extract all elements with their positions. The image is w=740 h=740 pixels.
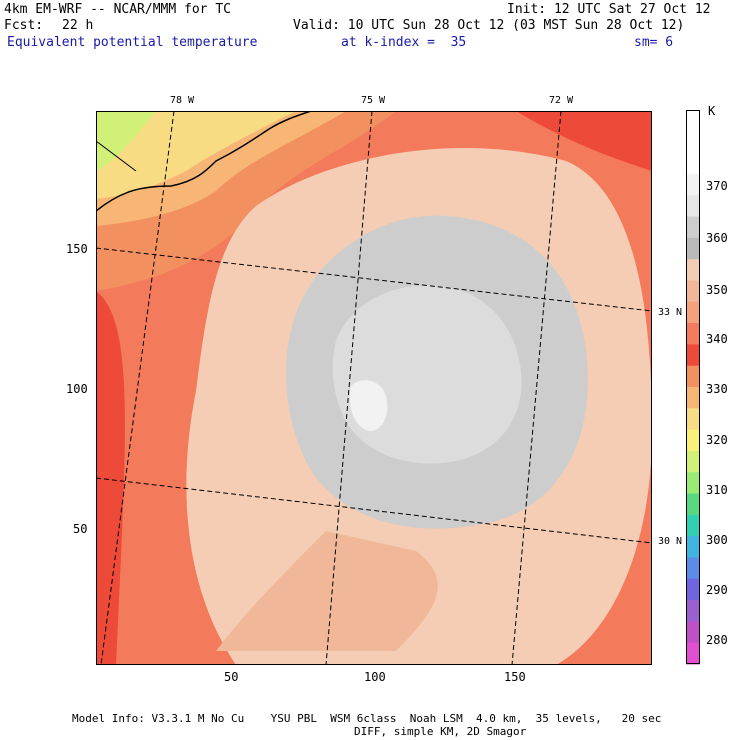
map-frame [96,111,652,665]
colorbar-unit: K [708,104,716,118]
colorbar-segment [686,387,700,409]
colorbar-frame [686,110,700,664]
parallel-30n [96,477,652,544]
colorbar-segment [686,557,700,580]
colorbar-segment [686,408,700,431]
colorbar-label-350: 350 [706,283,728,297]
field-band-365 [332,285,522,464]
field-band-310 [96,111,296,199]
colorbar-label-360: 360 [706,231,728,245]
state-border [96,140,137,172]
colorbar-segment [686,578,700,601]
colorbar-segment [686,152,700,175]
colorbar-segment [686,493,700,516]
colorbar-segment [686,131,700,154]
y-tick-50: 50 [73,522,88,536]
colorbar-segment [686,280,700,303]
field-band-300 [96,111,156,171]
colorbar-segment [686,600,700,622]
lon-label-75w: 75 W [361,95,386,106]
colorbar-segment [686,450,700,473]
coastline [96,111,312,212]
field-band-340-ne [516,111,652,171]
meridian-78w [100,111,175,665]
smoothing-label: sm= 6 [634,35,674,50]
y-tick-100: 100 [66,382,88,396]
lon-label-78w: 78 W [170,95,195,106]
colorbar-segment [686,536,700,558]
model-info-physics: DIFF, simple KM, 2D Smagor [354,725,527,738]
forecast-hour: 22 h [62,18,94,33]
colorbar-label-320: 320 [706,433,728,447]
colorbar-segment [686,301,700,324]
level-label: at k-index = 35 [341,35,467,50]
colorbar-segment [686,365,700,388]
colorbar-segment [686,621,700,644]
x-tick-50: 50 [224,670,239,684]
parallel-33n [96,247,652,312]
field-band-355 [216,531,438,651]
colorbar-segment [686,259,700,281]
lon-label-72w: 72 W [549,95,574,106]
colorbar-segment [686,195,700,218]
forecast-label: Fcst: [4,18,44,33]
lat-label-30n: 30 N [658,536,683,547]
field-name: Equivalent potential temperature [7,35,258,50]
colorbar-segment [686,173,700,196]
valid-time: Valid: 10 UTC Sun 28 Oct 12 (03 MST Sun … [293,18,685,33]
colorbar-segment [686,514,700,537]
model-title: 4km EM-WRF -- NCAR/MMM for TC [4,2,231,17]
colorbar-label-300: 300 [706,533,728,547]
x-tick-100: 100 [364,670,386,684]
meridian-75w [325,111,373,665]
init-time: Init: 12 UTC Sat 27 Oct 12 [507,2,711,17]
colorbar-segment [686,216,700,239]
colorbar-segment [686,642,700,665]
colorbar-label-280: 280 [706,633,728,647]
colorbar-label-340: 340 [706,332,728,346]
colorbar-segment [686,429,700,452]
lat-label-33n: 33 N [658,307,683,318]
y-tick-150: 150 [66,242,88,256]
colorbar-segment [686,472,700,495]
x-tick-150: 150 [504,670,526,684]
colorbar-label-290: 290 [706,583,728,597]
colorbar-label-310: 310 [706,483,728,497]
model-info: Model Info: V3.3.1 M No Cu YSU PBL WSM 6… [72,712,662,725]
theta-e-map [96,111,652,665]
field-band-370 [349,380,388,431]
colorbar-label-370: 370 [706,179,728,193]
field-band-340-west [96,291,125,665]
colorbar-segment [686,323,700,345]
colorbar-segment [686,110,700,132]
colorbar-segment [686,237,700,260]
colorbar-segment [686,344,700,367]
colorbar-label-330: 330 [706,382,728,396]
meridian-72w [511,111,562,665]
